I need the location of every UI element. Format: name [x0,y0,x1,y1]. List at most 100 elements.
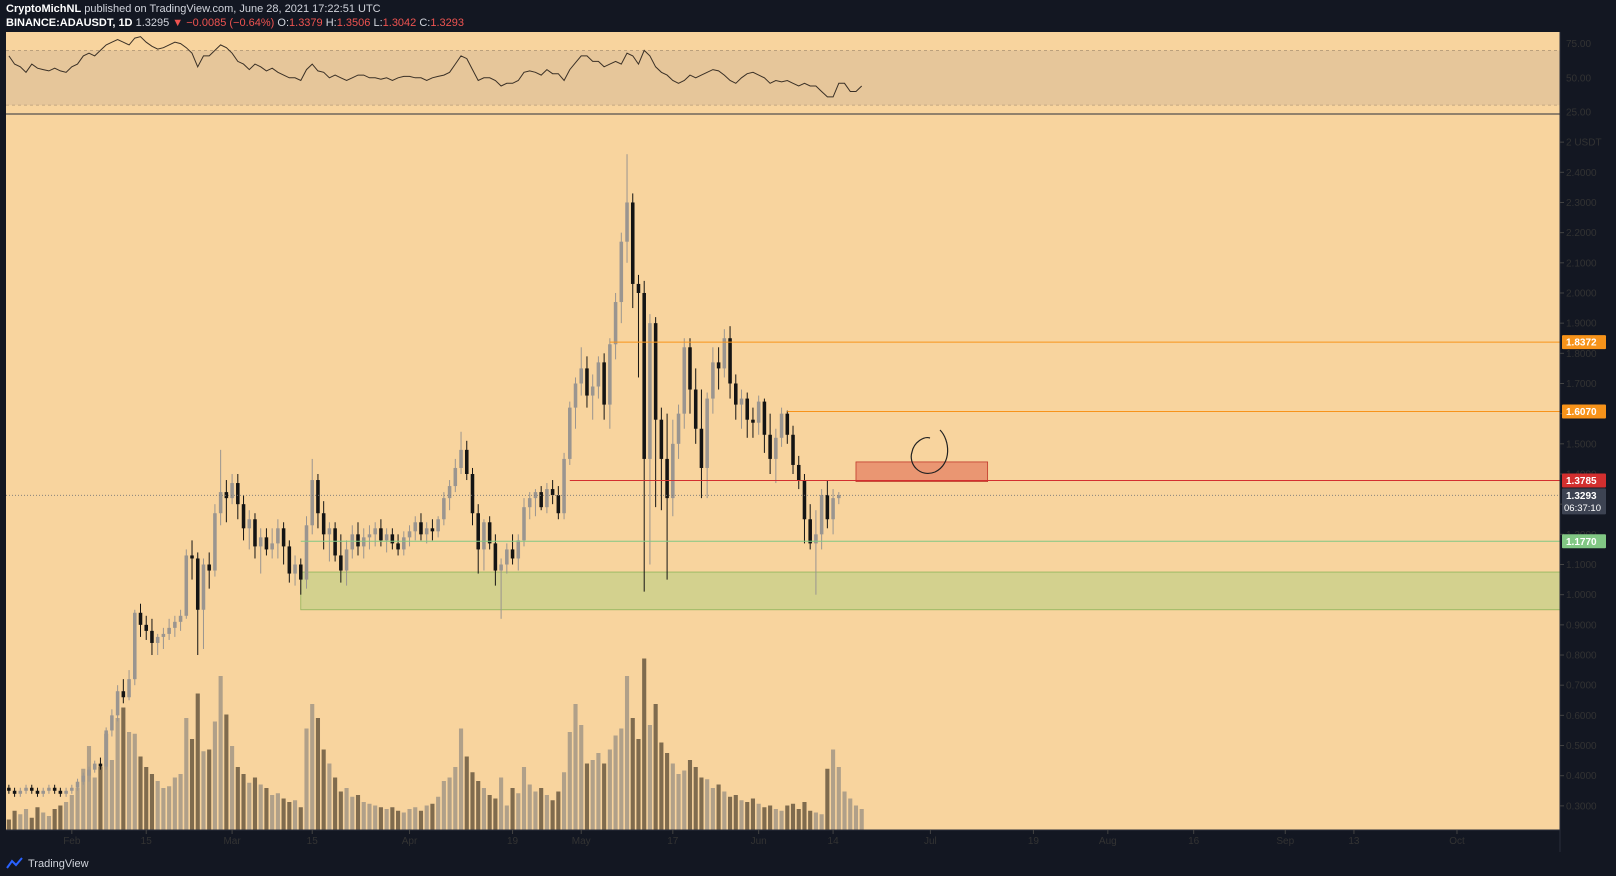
tradingview-logo-icon[interactable] [6,857,24,869]
volume-bar [270,795,275,830]
volume-bar [550,800,555,830]
volume-bar [756,803,761,830]
rsi-band [6,50,1560,106]
candle-up [304,525,309,580]
level-price-tag: 1.8372 [1566,338,1597,349]
candle-up [92,763,97,770]
candle-down [356,534,360,547]
candle-up [402,537,406,550]
supply-zone [855,461,989,482]
candle-down [762,401,767,435]
brand-name[interactable]: TradingView [28,858,89,870]
volume-bar [624,676,630,830]
candle-up [173,621,177,628]
demand-zone [300,571,1561,611]
time-tick-label: 15 [307,836,319,847]
volume-bar [670,763,675,830]
volume-bar [441,781,446,830]
volume-bar [58,805,63,830]
candle-up [41,790,45,794]
candle-up [127,679,131,698]
volume-bar [396,810,401,830]
candle-down [734,383,738,405]
candle-down [716,362,721,369]
candle-up [545,489,549,508]
level-price-tag-bg [1562,335,1606,350]
price-tick-label: 1.9000 [1566,319,1597,330]
change-value: −0.0085 (−0.64%) [186,17,275,29]
candle-down [665,458,669,499]
candle-up [424,528,429,535]
candle-down [150,630,154,643]
candle-down [7,787,11,791]
volume-bar [218,676,223,830]
level-price-tag: 1.1770 [1566,537,1597,548]
volume-bar [825,768,830,830]
volume-bar [195,693,200,830]
volume-bar [521,767,527,830]
candle-up [367,534,372,538]
volume-bar [418,810,424,830]
volume-bar [819,814,824,830]
candle-down [430,528,435,532]
volume-bar [539,788,544,830]
legend-line: BINANCE:ADAUSDT, 1D 1.3295 ▼ −0.0085 (−0… [6,17,464,29]
candle-up [350,534,355,550]
candle-up [104,730,108,767]
candle-down [550,489,555,496]
candle-up [516,540,521,559]
volume-bar [567,732,572,830]
candle-up [573,383,578,408]
volume-bar [619,728,624,830]
candle-down [190,555,194,559]
volume-bar [636,739,641,830]
candle-up [75,781,80,788]
candle-down [333,528,337,556]
volume-bar [407,809,412,830]
candle-up [384,534,389,541]
chart-canvas[interactable]: 0.3000 0.4000 0.5000 0.6000 0.7000 0.8000 0.90… [0,32,1616,852]
candle-up [161,633,166,637]
candle-up [676,413,681,444]
candle-up [110,715,114,731]
candle-up [671,443,675,499]
volume-pane [6,658,864,830]
candle-down [29,787,34,791]
volume-bar [630,718,635,830]
symbol-label[interactable]: BINANCE:ADAUSDT, 1D [6,17,133,29]
price-tick-label: 1.1000 [1566,560,1597,571]
volume-bar [687,760,693,830]
candle-down [144,624,149,631]
volume-bar [665,753,670,830]
volume-bar [138,756,143,830]
volume-bar [29,817,34,830]
candle-up [155,636,160,643]
candle-up [648,323,652,459]
volume-bar [527,784,532,830]
volume-bar [121,707,126,830]
high-label: H: [325,17,337,29]
axes: 0.3000 0.4000 0.5000 0.6000 0.7000 0.8000 0.90… [6,32,1606,852]
candle-up [436,519,440,532]
candle-down [470,474,475,514]
volume-bar [768,805,773,830]
candle-up [505,549,509,565]
volume-bar [184,718,189,830]
volume-bar [144,767,149,830]
candle-down [653,323,658,420]
candle-down [493,543,498,571]
candle-down [98,763,103,767]
candle-up [722,338,727,369]
candle-up [527,498,532,508]
candle-down [791,434,795,465]
candle-up [522,507,526,541]
author-name[interactable]: CryptoMichNL [6,3,82,15]
candle-up [18,790,23,794]
volume-bar [310,704,315,830]
volume-bar [699,777,704,830]
price-tick-label: 2 USDT [1566,138,1602,149]
volume-bar [167,786,172,830]
candle-down [207,564,211,571]
candle-up [413,522,418,532]
candle-up [619,241,624,303]
